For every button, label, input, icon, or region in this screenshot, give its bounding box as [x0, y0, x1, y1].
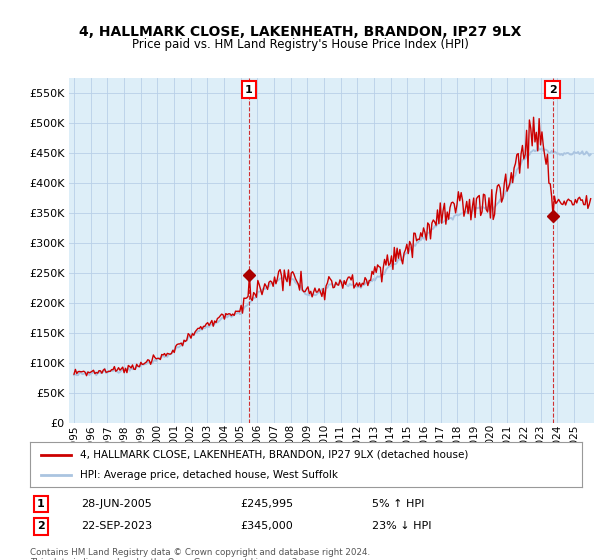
Text: 4, HALLMARK CLOSE, LAKENHEATH, BRANDON, IP27 9LX (detached house): 4, HALLMARK CLOSE, LAKENHEATH, BRANDON, …: [80, 450, 468, 460]
Text: 22-SEP-2023: 22-SEP-2023: [81, 521, 152, 531]
Text: 23% ↓ HPI: 23% ↓ HPI: [372, 521, 431, 531]
Text: 4, HALLMARK CLOSE, LAKENHEATH, BRANDON, IP27 9LX: 4, HALLMARK CLOSE, LAKENHEATH, BRANDON, …: [79, 26, 521, 39]
Text: £245,995: £245,995: [240, 499, 293, 509]
Text: Contains HM Land Registry data © Crown copyright and database right 2024.
This d: Contains HM Land Registry data © Crown c…: [30, 548, 370, 560]
Text: Price paid vs. HM Land Registry's House Price Index (HPI): Price paid vs. HM Land Registry's House …: [131, 38, 469, 52]
Text: 2: 2: [549, 85, 557, 95]
Text: HPI: Average price, detached house, West Suffolk: HPI: Average price, detached house, West…: [80, 470, 338, 480]
Text: £345,000: £345,000: [240, 521, 293, 531]
Text: 1: 1: [37, 499, 44, 509]
Text: 28-JUN-2005: 28-JUN-2005: [81, 499, 152, 509]
Text: 1: 1: [245, 85, 253, 95]
Text: 2: 2: [37, 521, 44, 531]
Text: 5% ↑ HPI: 5% ↑ HPI: [372, 499, 424, 509]
